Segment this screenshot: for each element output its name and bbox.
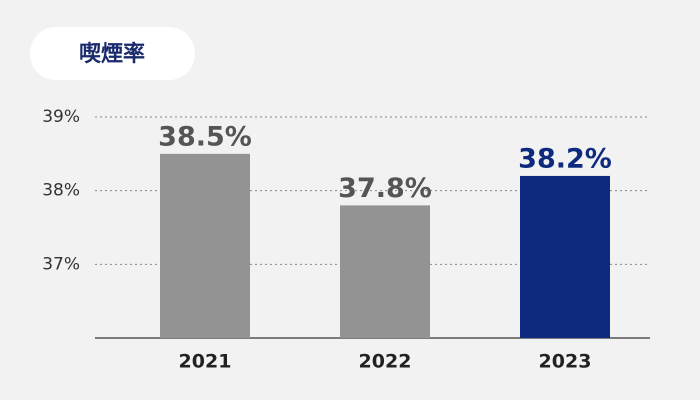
bar <box>340 205 430 338</box>
bar <box>160 153 250 338</box>
x-tick-label: 2022 <box>359 351 412 373</box>
title-pill <box>30 27 195 80</box>
value-label: 38.5% <box>158 121 252 152</box>
x-tick-label: 2021 <box>179 351 232 373</box>
chart-title: 喫煙率 <box>79 41 145 67</box>
x-tick-label: 2023 <box>539 351 592 373</box>
y-tick-label: 38% <box>42 181 80 201</box>
value-label: 37.8% <box>338 173 432 204</box>
y-tick-label: 37% <box>42 254 80 274</box>
y-tick-label: 39% <box>42 107 80 127</box>
bar <box>520 175 610 338</box>
value-label: 38.2% <box>518 143 612 174</box>
